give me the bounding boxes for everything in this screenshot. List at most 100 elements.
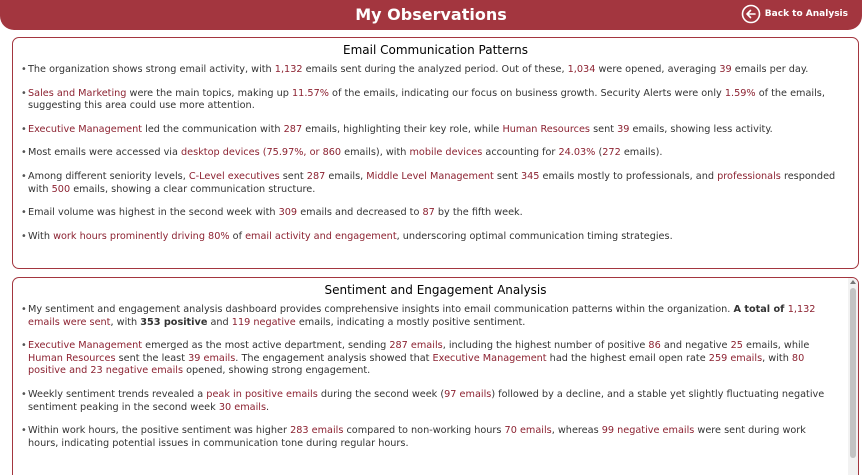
- highlighted-text: Human Resources: [28, 352, 116, 364]
- highlighted-text: 39: [719, 64, 732, 75]
- highlighted-text: 272: [602, 147, 621, 159]
- observation-text: , whereas: [551, 425, 602, 437]
- highlighted-text: 87: [422, 207, 435, 219]
- observation-text: Within work hours, the positive sentimen…: [28, 425, 291, 437]
- highlighted-text: 70 emails: [504, 425, 552, 437]
- highlighted-text: 119 negative: [231, 316, 296, 328]
- observation-text: emails), with: [341, 147, 410, 159]
- scrollbar[interactable]: [848, 278, 858, 475]
- observation-text: of the emails, indicating our focus on b…: [328, 87, 725, 99]
- arrow-left-circle-icon: [741, 4, 761, 24]
- highlighted-text: Sales and Marketing: [28, 87, 127, 99]
- observation-text: emails per day.: [731, 64, 809, 75]
- observation-text: ) followed by a decline, and a stable ye…: [28, 388, 825, 413]
- highlighted-text: 287: [306, 170, 326, 182]
- highlighted-text: 345: [520, 170, 540, 182]
- observation-item: My sentiment and engagement analysis das…: [21, 304, 836, 329]
- highlighted-text: Executive Management: [28, 123, 143, 135]
- highlighted-text: professionals: [717, 170, 781, 182]
- observation-text: , with: [110, 316, 141, 328]
- observation-text: The organization shows strong email acti…: [28, 64, 275, 75]
- observation-text: sent: [279, 170, 307, 182]
- observation-text: emails, showing a clear communication st…: [70, 183, 316, 195]
- observation-text: Email volume was highest in the second w…: [28, 207, 279, 219]
- highlighted-text: work hours prominently driving 80%: [53, 230, 230, 242]
- observation-text: emails sent during the analyzed period. …: [302, 64, 568, 75]
- highlighted-text: 287 emails: [389, 340, 443, 352]
- highlighted-text: 309: [278, 207, 298, 219]
- back-button-label: Back to Analysis: [764, 9, 848, 19]
- observation-text: and negative: [660, 340, 731, 352]
- observation-text: emails, while: [742, 340, 810, 352]
- observation-item: Most emails were accessed via desktop de…: [21, 147, 836, 160]
- highlighted-text: Executive Management: [28, 340, 143, 352]
- observation-text: were sent during work hours, indicating …: [28, 425, 806, 449]
- highlighted-text: 80 positive and 23 negative emails: [28, 352, 805, 377]
- sentiment-engagement-panel: Sentiment and Engagement Analysis My sen…: [12, 277, 859, 475]
- observation-text: , including the highest number of positi…: [442, 340, 649, 352]
- back-to-analysis-button[interactable]: Back to Analysis: [741, 4, 848, 24]
- highlighted-text: 1.59%: [724, 87, 756, 99]
- highlighted-text: 99 negative emails: [601, 425, 695, 437]
- observation-item: With work hours prominently driving 80% …: [21, 231, 836, 244]
- bold-text: A total of: [733, 304, 788, 315]
- highlighted-text: 287: [283, 123, 303, 135]
- observation-text: compared to non-working hours: [343, 425, 505, 437]
- highlighted-text: Executive Management: [432, 352, 547, 364]
- observation-text: sent the least: [115, 352, 189, 364]
- highlighted-text: 1,034: [567, 64, 596, 75]
- highlighted-text: 30 emails: [218, 401, 266, 413]
- highlighted-text: 11.57%: [292, 87, 329, 99]
- panel-title: Sentiment and Engagement Analysis: [324, 283, 547, 297]
- highlighted-text: C-Level executives: [188, 170, 280, 182]
- highlighted-text: 39: [617, 123, 630, 135]
- bold-text: 353 positive: [140, 316, 208, 328]
- observation-text: With: [28, 230, 54, 242]
- observation-item: The organization shows strong email acti…: [21, 64, 836, 77]
- highlighted-text: 25: [730, 340, 743, 352]
- observation-text: by the fifth week.: [434, 207, 523, 219]
- observation-text: emails and decreased to: [297, 207, 423, 219]
- observation-item: Email volume was highest in the second w…: [21, 207, 836, 220]
- observation-text: emails mostly to professionals, and: [539, 170, 718, 182]
- observation-list: My sentiment and engagement analysis das…: [13, 304, 858, 450]
- observation-text: emails,: [325, 170, 367, 182]
- highlighted-text: desktop devices: [181, 147, 260, 159]
- highlighted-text: 283 emails: [290, 425, 344, 437]
- observation-text: were opened, averaging: [595, 64, 720, 75]
- observation-item: Executive Management led the communicati…: [21, 124, 836, 137]
- observation-item: Weekly sentiment trends revealed a peak …: [21, 389, 836, 414]
- highlighted-text: email activity and engagement: [245, 230, 397, 242]
- highlighted-text: emails were sent: [28, 316, 111, 328]
- observation-text: sent: [493, 170, 521, 182]
- observation-text: My sentiment and engagement analysis das…: [28, 304, 734, 315]
- highlighted-text: Middle Level Management: [366, 170, 494, 182]
- observation-text: , underscoring optimal communication tim…: [396, 230, 673, 242]
- observation-text: led the communication with: [142, 123, 284, 135]
- observation-text: Among different seniority levels,: [28, 170, 189, 182]
- observation-text: of: [229, 230, 246, 242]
- observation-item: Within work hours, the positive sentimen…: [21, 425, 836, 450]
- highlighted-text: (75.97%, or 860: [262, 147, 342, 159]
- observation-text: .: [266, 401, 270, 413]
- observation-text: were the main topics, making up: [126, 87, 292, 99]
- highlighted-text: 259 emails: [708, 352, 763, 364]
- scroll-up-arrow-icon[interactable]: [850, 280, 856, 284]
- highlighted-text: 39 emails: [188, 352, 236, 364]
- highlighted-text: Human Resources: [502, 123, 590, 135]
- panel-title: Email Communication Patterns: [343, 43, 528, 57]
- header-bar: My Observations Back to Analysis: [0, 0, 862, 30]
- observation-text: emails).: [620, 147, 663, 159]
- observation-text: of the emails, suggesting this area coul…: [28, 87, 825, 112]
- observation-text: during the second week (: [317, 388, 445, 400]
- observation-item: Sales and Marketing were the main topics…: [21, 88, 836, 113]
- email-communication-panel: Email Communication Patterns The organiz…: [12, 37, 859, 269]
- observation-item: Executive Management emerged as the most…: [21, 340, 836, 378]
- observation-text: emerged as the most active department, s…: [142, 340, 390, 352]
- highlighted-text: mobile devices: [409, 147, 483, 159]
- observation-list: The organization shows strong email acti…: [13, 64, 858, 243]
- scrollbar-thumb[interactable]: [850, 288, 856, 458]
- highlighted-text: 97 emails: [444, 388, 492, 400]
- observation-text: and: [207, 316, 232, 328]
- observation-text: emails, highlighting their key role, whi…: [302, 123, 503, 135]
